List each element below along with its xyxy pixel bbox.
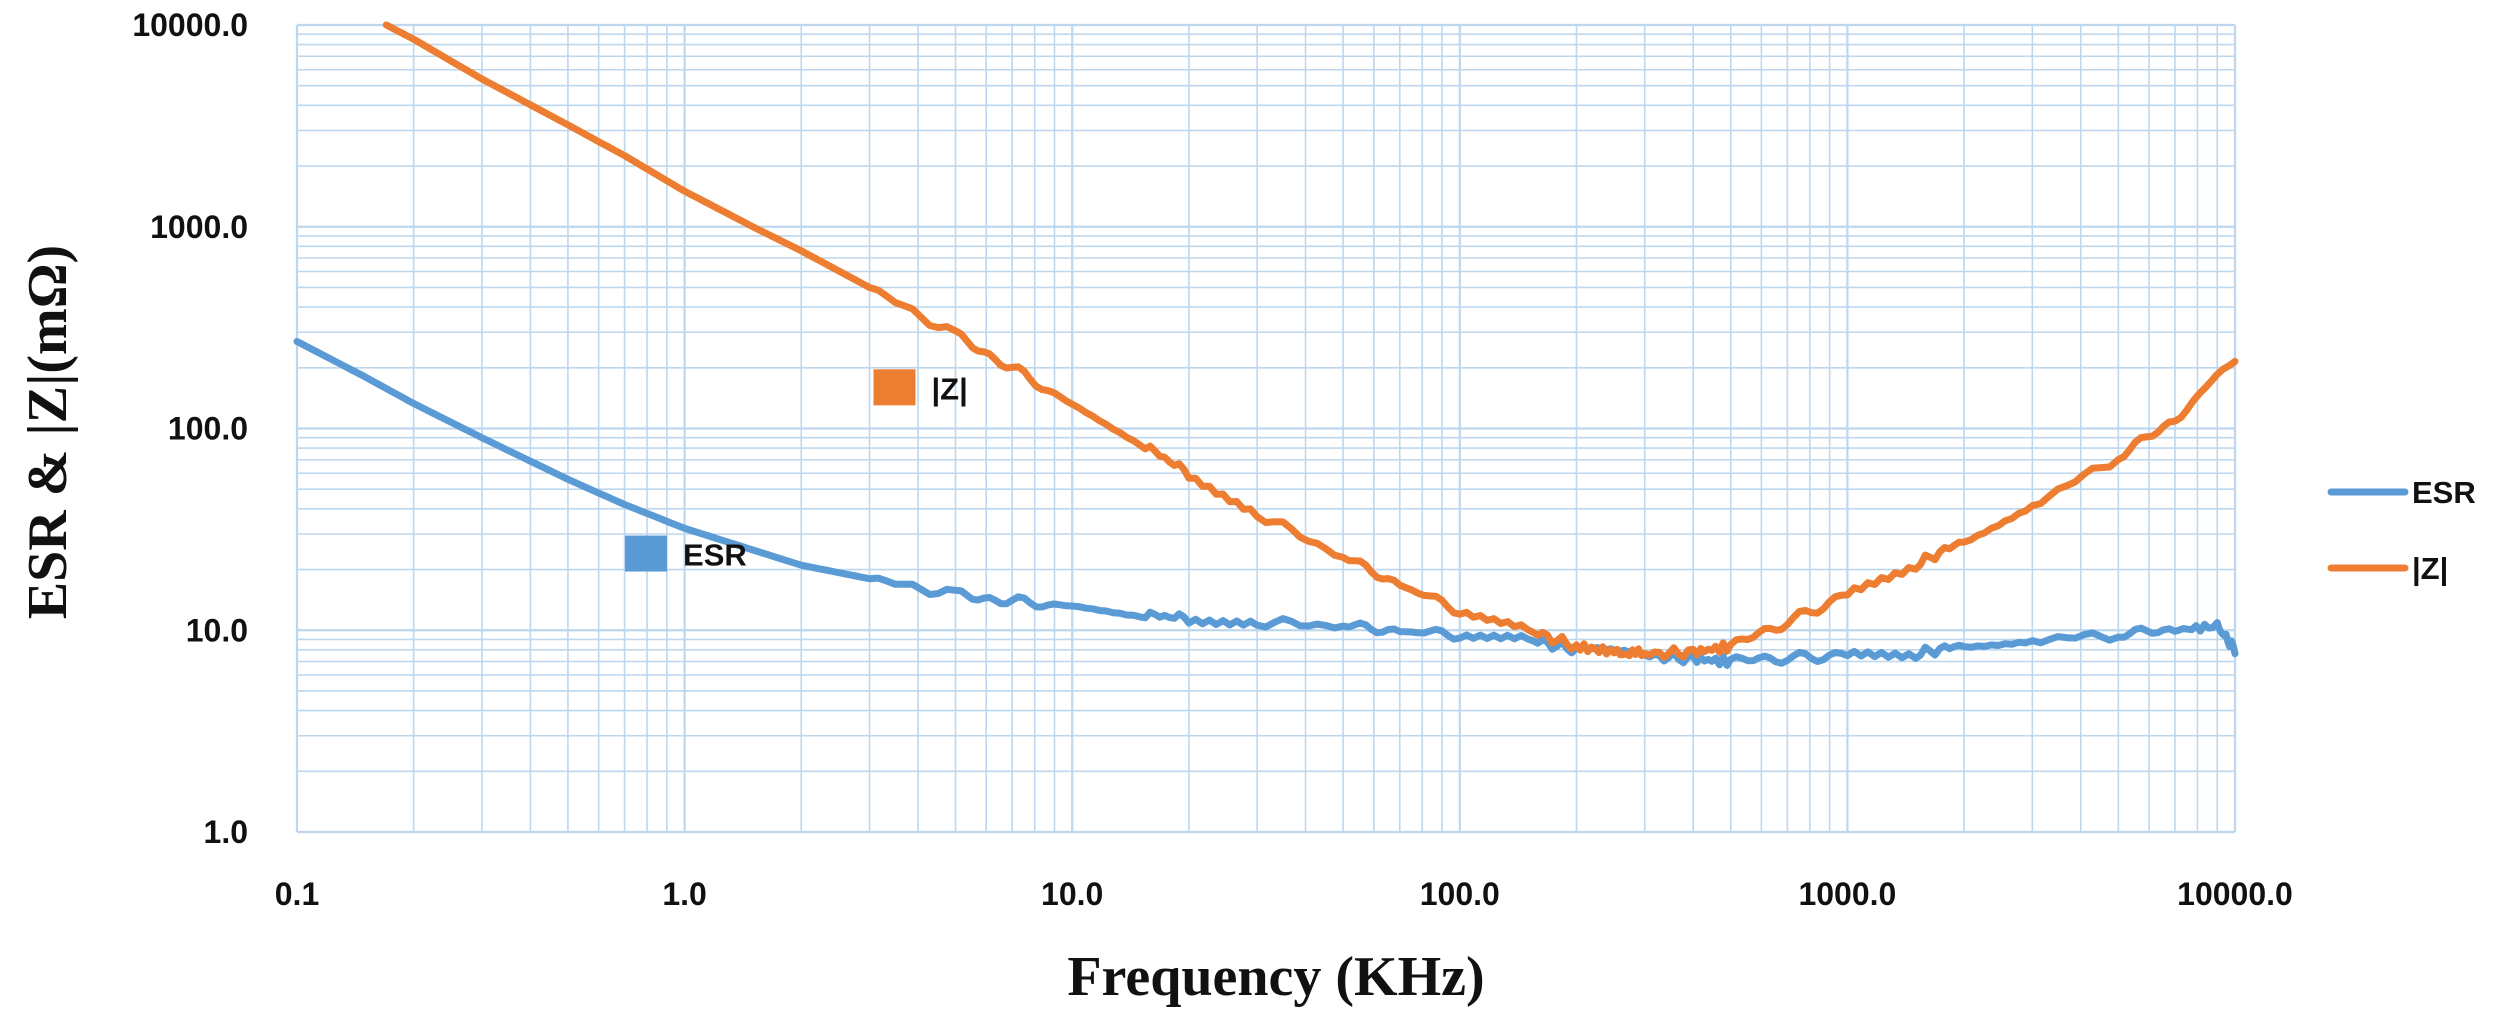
y-tick-label: 1000.0 bbox=[150, 209, 248, 245]
x-tick-label: 10000.0 bbox=[2177, 876, 2293, 912]
data-labels: |Z| ESR bbox=[625, 369, 968, 573]
grid bbox=[295, 23, 2237, 834]
data-label-esr: ESR bbox=[683, 538, 747, 573]
data-label-marker-esr bbox=[625, 535, 668, 572]
y-tick-label: 1.0 bbox=[204, 814, 248, 850]
series-lines bbox=[293, 21, 2239, 669]
series-line-esr bbox=[293, 338, 2239, 669]
x-tick-label: 10.0 bbox=[1041, 876, 1103, 912]
legend-label-z: |Z| bbox=[2412, 551, 2448, 586]
y-axis-title: ESR & |Z|(mΩ) bbox=[17, 245, 79, 619]
y-tick-label: 10000.0 bbox=[132, 7, 248, 43]
y-tick-label: 100.0 bbox=[168, 411, 248, 447]
y-tick-label: 10.0 bbox=[186, 612, 248, 648]
y-tick-labels: 1.0 10.0 100.0 1000.0 10000.0 bbox=[132, 7, 248, 850]
series-line-z bbox=[382, 21, 2239, 661]
x-tick-labels: 0.1 1.0 10.0 100.0 1000.0 10000.0 bbox=[275, 876, 2293, 912]
legend: ESR |Z| bbox=[2327, 475, 2476, 586]
x-tick-label: 1000.0 bbox=[1798, 876, 1896, 912]
x-tick-label: 1.0 bbox=[662, 876, 706, 912]
x-tick-label: 0.1 bbox=[275, 876, 319, 912]
data-label-z: |Z| bbox=[931, 371, 967, 406]
x-tick-label: 100.0 bbox=[1420, 876, 1500, 912]
legend-label-esr: ESR bbox=[2412, 475, 2476, 510]
x-axis-title: Frequency (KHz) bbox=[1067, 946, 1484, 1008]
data-label-marker-z bbox=[873, 369, 916, 406]
